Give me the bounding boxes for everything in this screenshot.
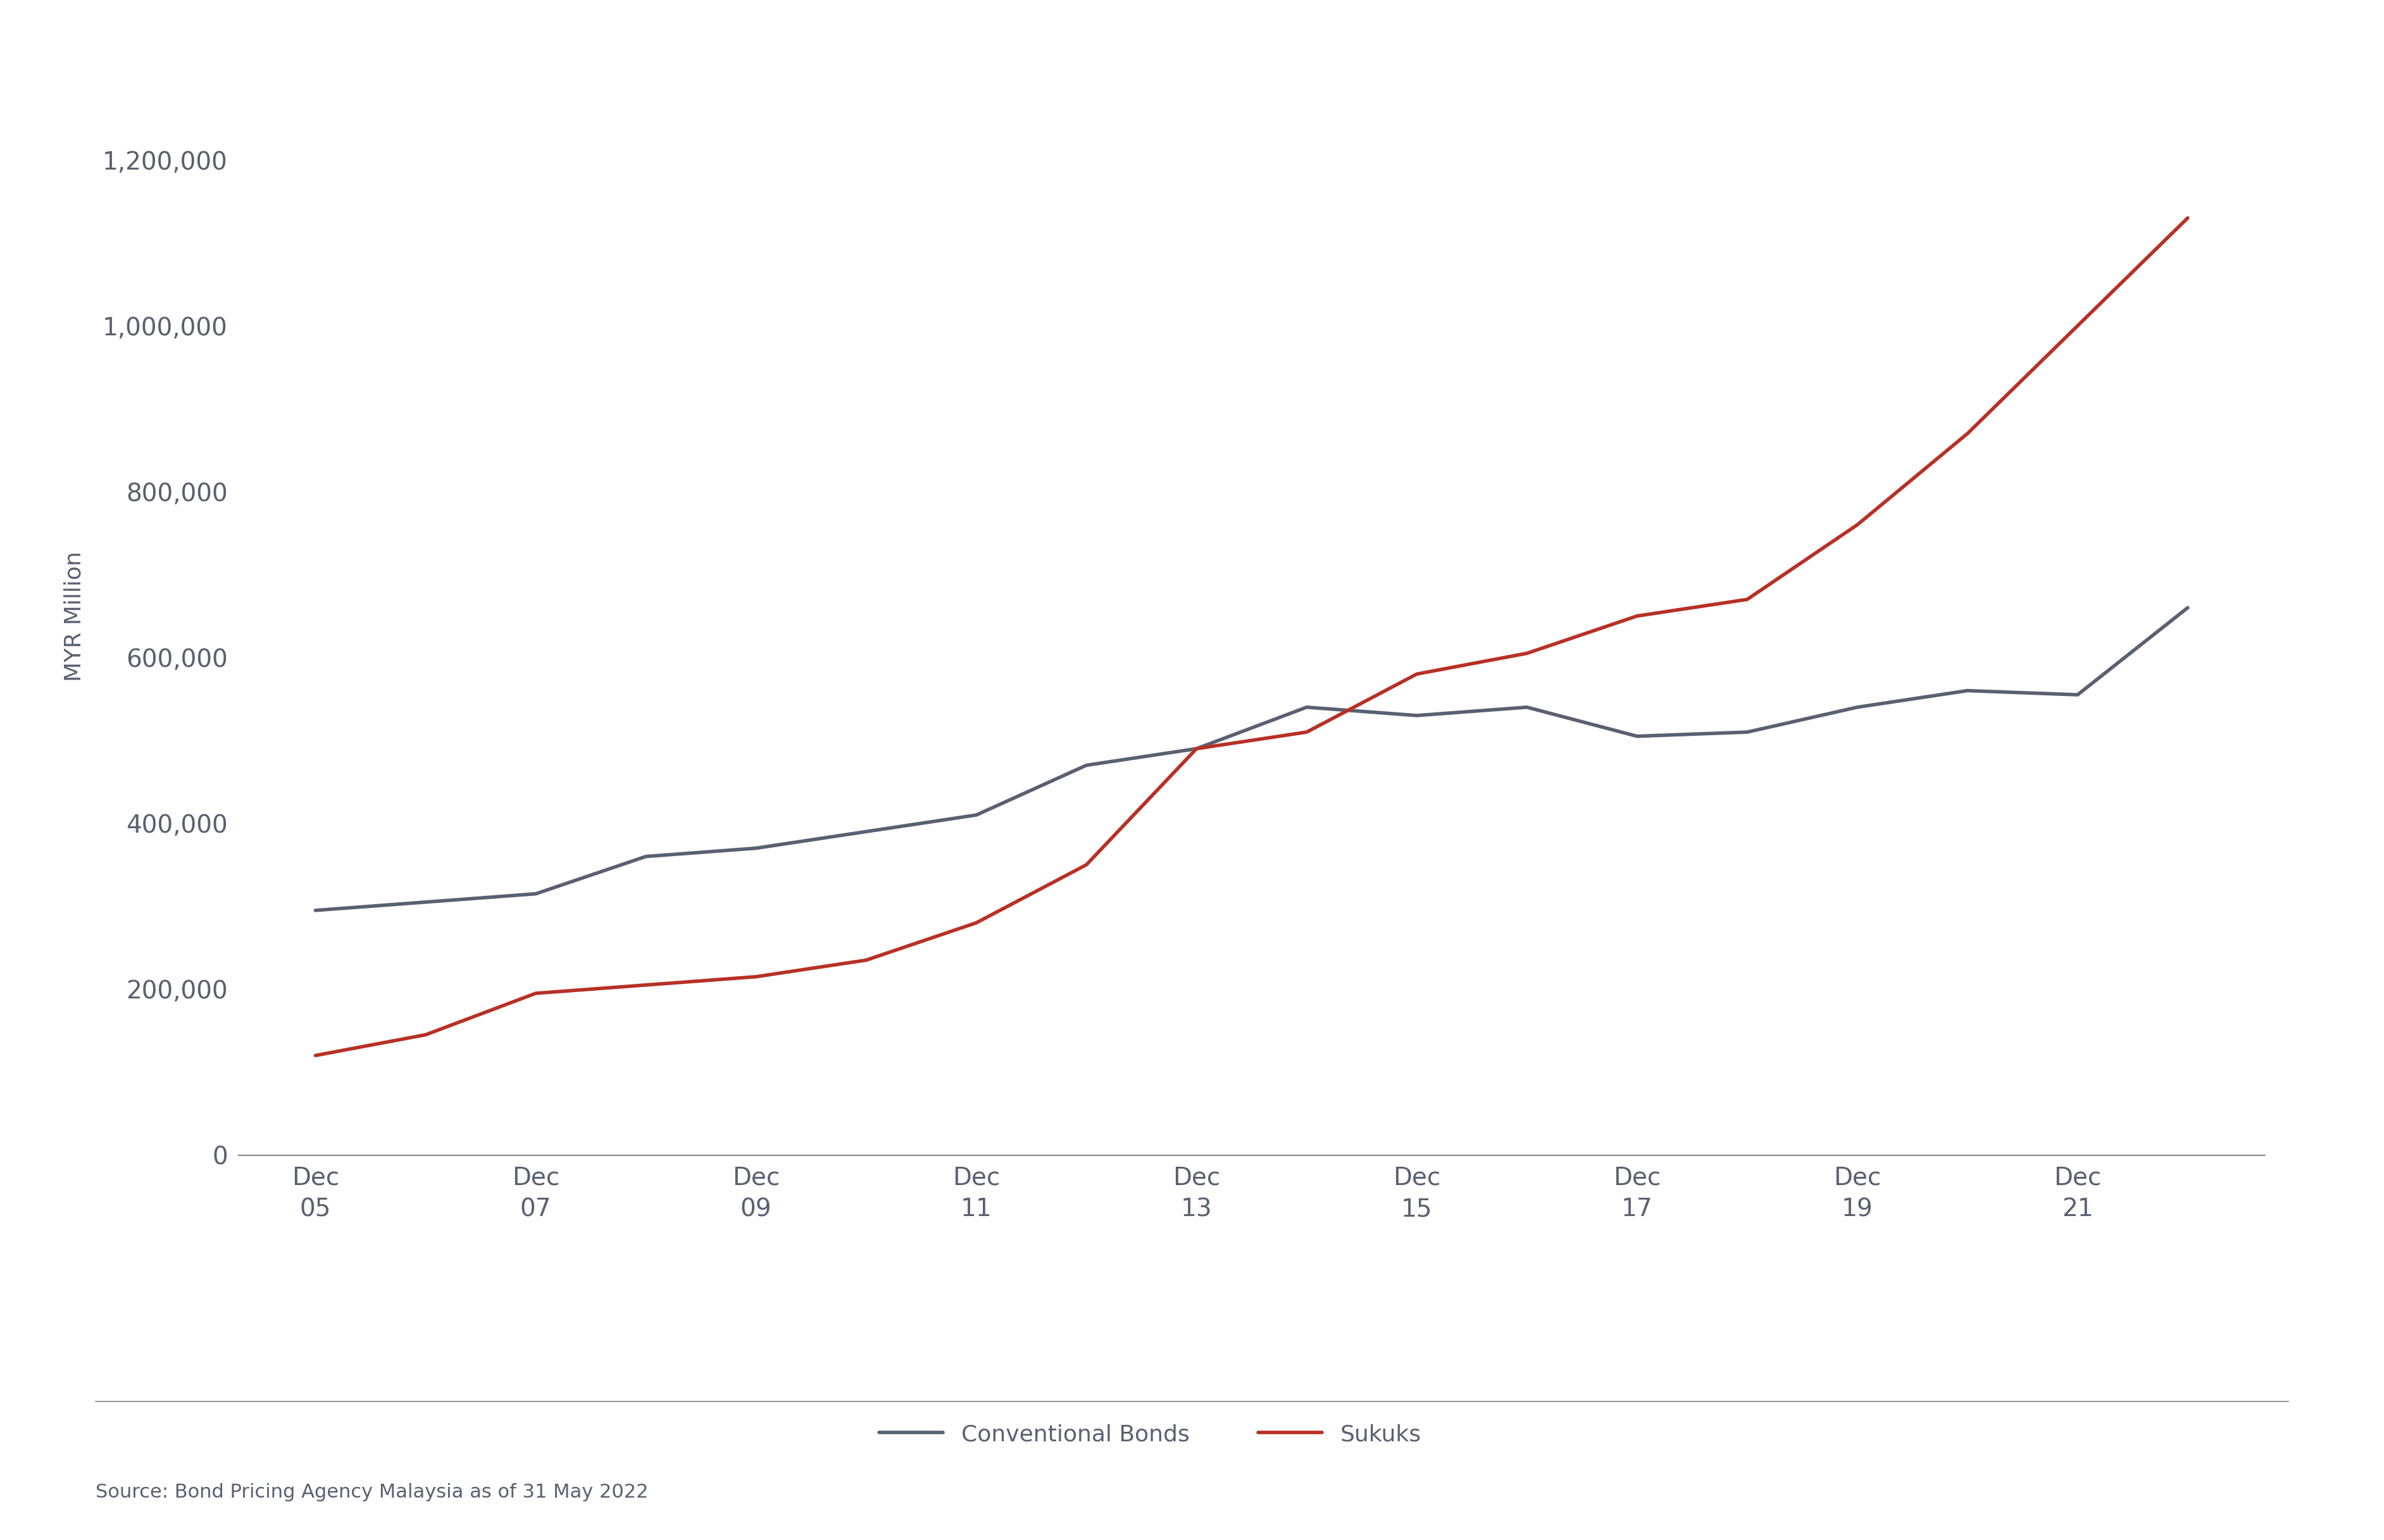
Sukuks xyxy=(1402,665,1430,684)
Conventional Bonds xyxy=(963,805,992,824)
Conventional Bonds xyxy=(2062,685,2091,704)
Conventional Bonds xyxy=(1402,707,1430,725)
Line: Conventional Bonds: Conventional Bonds xyxy=(315,608,2189,910)
Sukuks xyxy=(1843,516,1871,534)
Conventional Bonds xyxy=(1073,756,1101,775)
Sukuks xyxy=(851,950,880,969)
Conventional Bonds xyxy=(2174,599,2203,618)
Conventional Bonds xyxy=(1733,722,1762,741)
Conventional Bonds xyxy=(300,901,329,919)
Sukuks xyxy=(522,984,551,1003)
Sukuks xyxy=(1624,607,1652,625)
Text: Source: Bond Pricing Agency Malaysia as of 31 May 2022: Source: Bond Pricing Agency Malaysia as … xyxy=(95,1483,648,1502)
Conventional Bonds xyxy=(632,847,660,865)
Sukuks xyxy=(1073,856,1101,875)
Sukuks xyxy=(300,1046,329,1064)
Conventional Bonds xyxy=(741,839,770,858)
Sukuks xyxy=(1511,644,1540,662)
Legend: Conventional Bonds, Sukuks: Conventional Bonds, Sukuks xyxy=(880,1425,1421,1446)
Conventional Bonds xyxy=(1292,698,1321,716)
Sukuks xyxy=(2174,209,2203,228)
Conventional Bonds xyxy=(1952,681,1981,699)
Conventional Bonds xyxy=(522,884,551,902)
Conventional Bonds xyxy=(1182,739,1211,758)
Sukuks xyxy=(1952,425,1981,444)
Sukuks xyxy=(741,967,770,986)
Sukuks xyxy=(1182,739,1211,758)
Sukuks xyxy=(412,1026,441,1044)
Line: Sukuks: Sukuks xyxy=(315,219,2189,1055)
Conventional Bonds xyxy=(1624,727,1652,745)
Conventional Bonds xyxy=(412,893,441,912)
Y-axis label: MYR Million: MYR Million xyxy=(64,551,86,681)
Sukuks xyxy=(632,976,660,995)
Conventional Bonds xyxy=(851,822,880,841)
Sukuks xyxy=(963,913,992,932)
Conventional Bonds xyxy=(1843,698,1871,716)
Sukuks xyxy=(1292,722,1321,741)
Sukuks xyxy=(2062,317,2091,336)
Sukuks xyxy=(1733,590,1762,608)
Conventional Bonds xyxy=(1511,698,1540,716)
